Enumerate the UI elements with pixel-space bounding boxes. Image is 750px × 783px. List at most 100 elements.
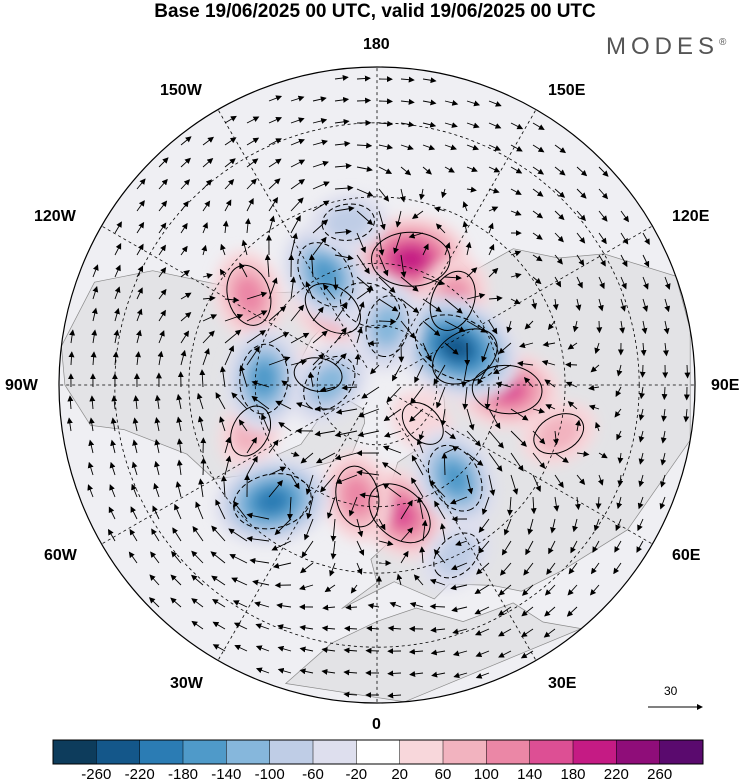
- wind-arrow-396: [246, 437, 257, 454]
- wind-arrow-279: [180, 349, 187, 366]
- wind-arrow-73: [202, 179, 213, 190]
- wind-arrow-422: [224, 455, 232, 476]
- wind-arrow-253: [224, 329, 242, 344]
- wind-arrow-248: [113, 329, 120, 344]
- wind-arrow-466: [595, 496, 602, 510]
- wind-arrow-281: [224, 345, 235, 366]
- wind-arrow-587: [255, 623, 270, 630]
- wind-arrow-360: [683, 408, 690, 423]
- wind-arrow-38: [334, 140, 351, 147]
- wind-arrow-354: [545, 404, 556, 410]
- wind-arrow-474: [195, 501, 204, 520]
- wind-arrow-162: [598, 254, 606, 267]
- wind-arrow-129: [408, 232, 424, 239]
- wind-arrow-452: [287, 496, 293, 520]
- wind-arrow-509: [421, 519, 428, 542]
- wind-arrow-159: [532, 254, 543, 262]
- wind-arrow-121: [244, 218, 251, 234]
- wind-arrow-171: [219, 268, 226, 278]
- wind-arrow-498: [172, 527, 182, 542]
- wind-arrow-153: [400, 254, 407, 278]
- wind-arrow-407: [488, 452, 503, 472]
- modes-logo: MODES®: [606, 33, 726, 61]
- wind-arrow-617: [277, 667, 292, 674]
- lon-label-120w: 120W: [34, 208, 76, 225]
- meridian-60: [393, 394, 653, 545]
- wind-arrow-31: [180, 136, 192, 146]
- map-boundary: [58, 66, 696, 704]
- colorbar-tick-label: 220: [603, 766, 629, 783]
- wind-arrow-365: [154, 417, 161, 432]
- wind-arrow-444: [109, 484, 116, 498]
- wind-arrow-20: [312, 118, 328, 124]
- lon-label-90e: 90E: [711, 377, 740, 394]
- wind-arrow-337: [176, 393, 183, 410]
- wind-arrow-94: [180, 200, 189, 212]
- wind-arrow-620: [343, 669, 358, 676]
- wind-arrow-215: [597, 298, 604, 312]
- wind-arrow-138: [620, 232, 629, 245]
- wind-arrow-443: [87, 484, 94, 498]
- height-contour-pos-6: [368, 483, 431, 544]
- wind-arrow-272: [640, 342, 647, 357]
- wind-arrow-61: [422, 166, 432, 175]
- wind-arrow-16: [224, 115, 237, 124]
- wind-arrow-139: [642, 232, 650, 245]
- wind-arrow-421: [200, 457, 207, 476]
- wind-arrow-558: [474, 584, 490, 595]
- wind-arrow-557: [450, 584, 468, 591]
- wind-arrow-465: [574, 496, 581, 511]
- wind-arrow-532: [400, 550, 409, 564]
- wind-arrow-472: [152, 505, 160, 520]
- wind-arrow-34: [246, 137, 260, 146]
- wind-arrow-461: [481, 496, 490, 516]
- wind-arrow-578: [451, 606, 468, 613]
- wind-arrow-19: [290, 117, 305, 124]
- wind-arrow-563: [589, 584, 600, 596]
- wind-arrow-156: [465, 241, 472, 256]
- wind-arrow-66: [532, 166, 545, 175]
- wind-arrow-414: [638, 452, 645, 465]
- wind-arrow-136: [576, 232, 586, 244]
- wind-arrow-0: [334, 74, 349, 81]
- height-contour-pos-11: [401, 401, 444, 445]
- wind-arrow-469: [659, 496, 666, 510]
- wind-arrow-198: [224, 296, 240, 303]
- colorbar-tick-label: -180: [167, 766, 199, 783]
- colorbar-swatch-5: [269, 740, 314, 764]
- wind-arrow-366: [176, 416, 183, 432]
- colorbar-swatch-10: [486, 740, 531, 764]
- wind-arrow-555: [413, 574, 424, 586]
- wind-arrow-499: [192, 525, 204, 542]
- wind-arrow-87: [510, 188, 522, 195]
- wind-arrow-528: [300, 562, 314, 574]
- wind-arrow-316: [341, 384, 358, 391]
- wind-arrow-184: [510, 272, 522, 279]
- wind-arrow-146: [241, 239, 248, 256]
- wind-arrow-321: [462, 386, 469, 410]
- wind-arrow-566: [191, 598, 204, 608]
- wind-arrow-201: [290, 276, 297, 300]
- wind-arrow-28: [488, 122, 502, 129]
- wind-arrow-285: [312, 353, 325, 366]
- wind-arrow-622: [387, 670, 402, 677]
- wind-arrow-123: [290, 215, 301, 234]
- wind-arrow-542: [613, 562, 622, 575]
- wind-arrow-127: [378, 232, 385, 256]
- wind-arrow-420: [176, 459, 183, 476]
- wind-arrow-510: [439, 523, 446, 542]
- wind-arrow-512: [478, 540, 490, 554]
- wind-arrow-327: [588, 384, 600, 391]
- wind-arrow-325: [544, 379, 556, 388]
- wind-arrow-379: [466, 430, 481, 447]
- wind-arrow-12: [422, 99, 437, 106]
- wind-arrow-588: [277, 624, 292, 630]
- wind-arrow-126: [356, 232, 366, 254]
- wind-arrow-99: [290, 197, 304, 212]
- wind-arrow-290: [414, 364, 424, 384]
- wind-arrow-358: [638, 408, 645, 421]
- wind-arrow-515: [548, 540, 556, 555]
- wind-arrow-208: [444, 298, 463, 314]
- wind-arrow-110: [532, 210, 544, 219]
- wind-arrow-629: [387, 692, 402, 699]
